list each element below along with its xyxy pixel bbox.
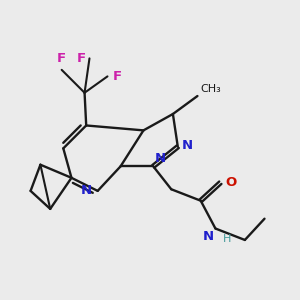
Text: N: N — [182, 139, 193, 152]
Text: N: N — [155, 152, 166, 165]
Text: O: O — [225, 176, 236, 189]
Text: N: N — [203, 230, 214, 243]
Text: CH₃: CH₃ — [200, 84, 221, 94]
Text: F: F — [57, 52, 66, 65]
Text: F: F — [77, 52, 86, 65]
Text: N: N — [81, 184, 92, 197]
Text: H: H — [223, 234, 231, 244]
Text: F: F — [112, 70, 122, 83]
